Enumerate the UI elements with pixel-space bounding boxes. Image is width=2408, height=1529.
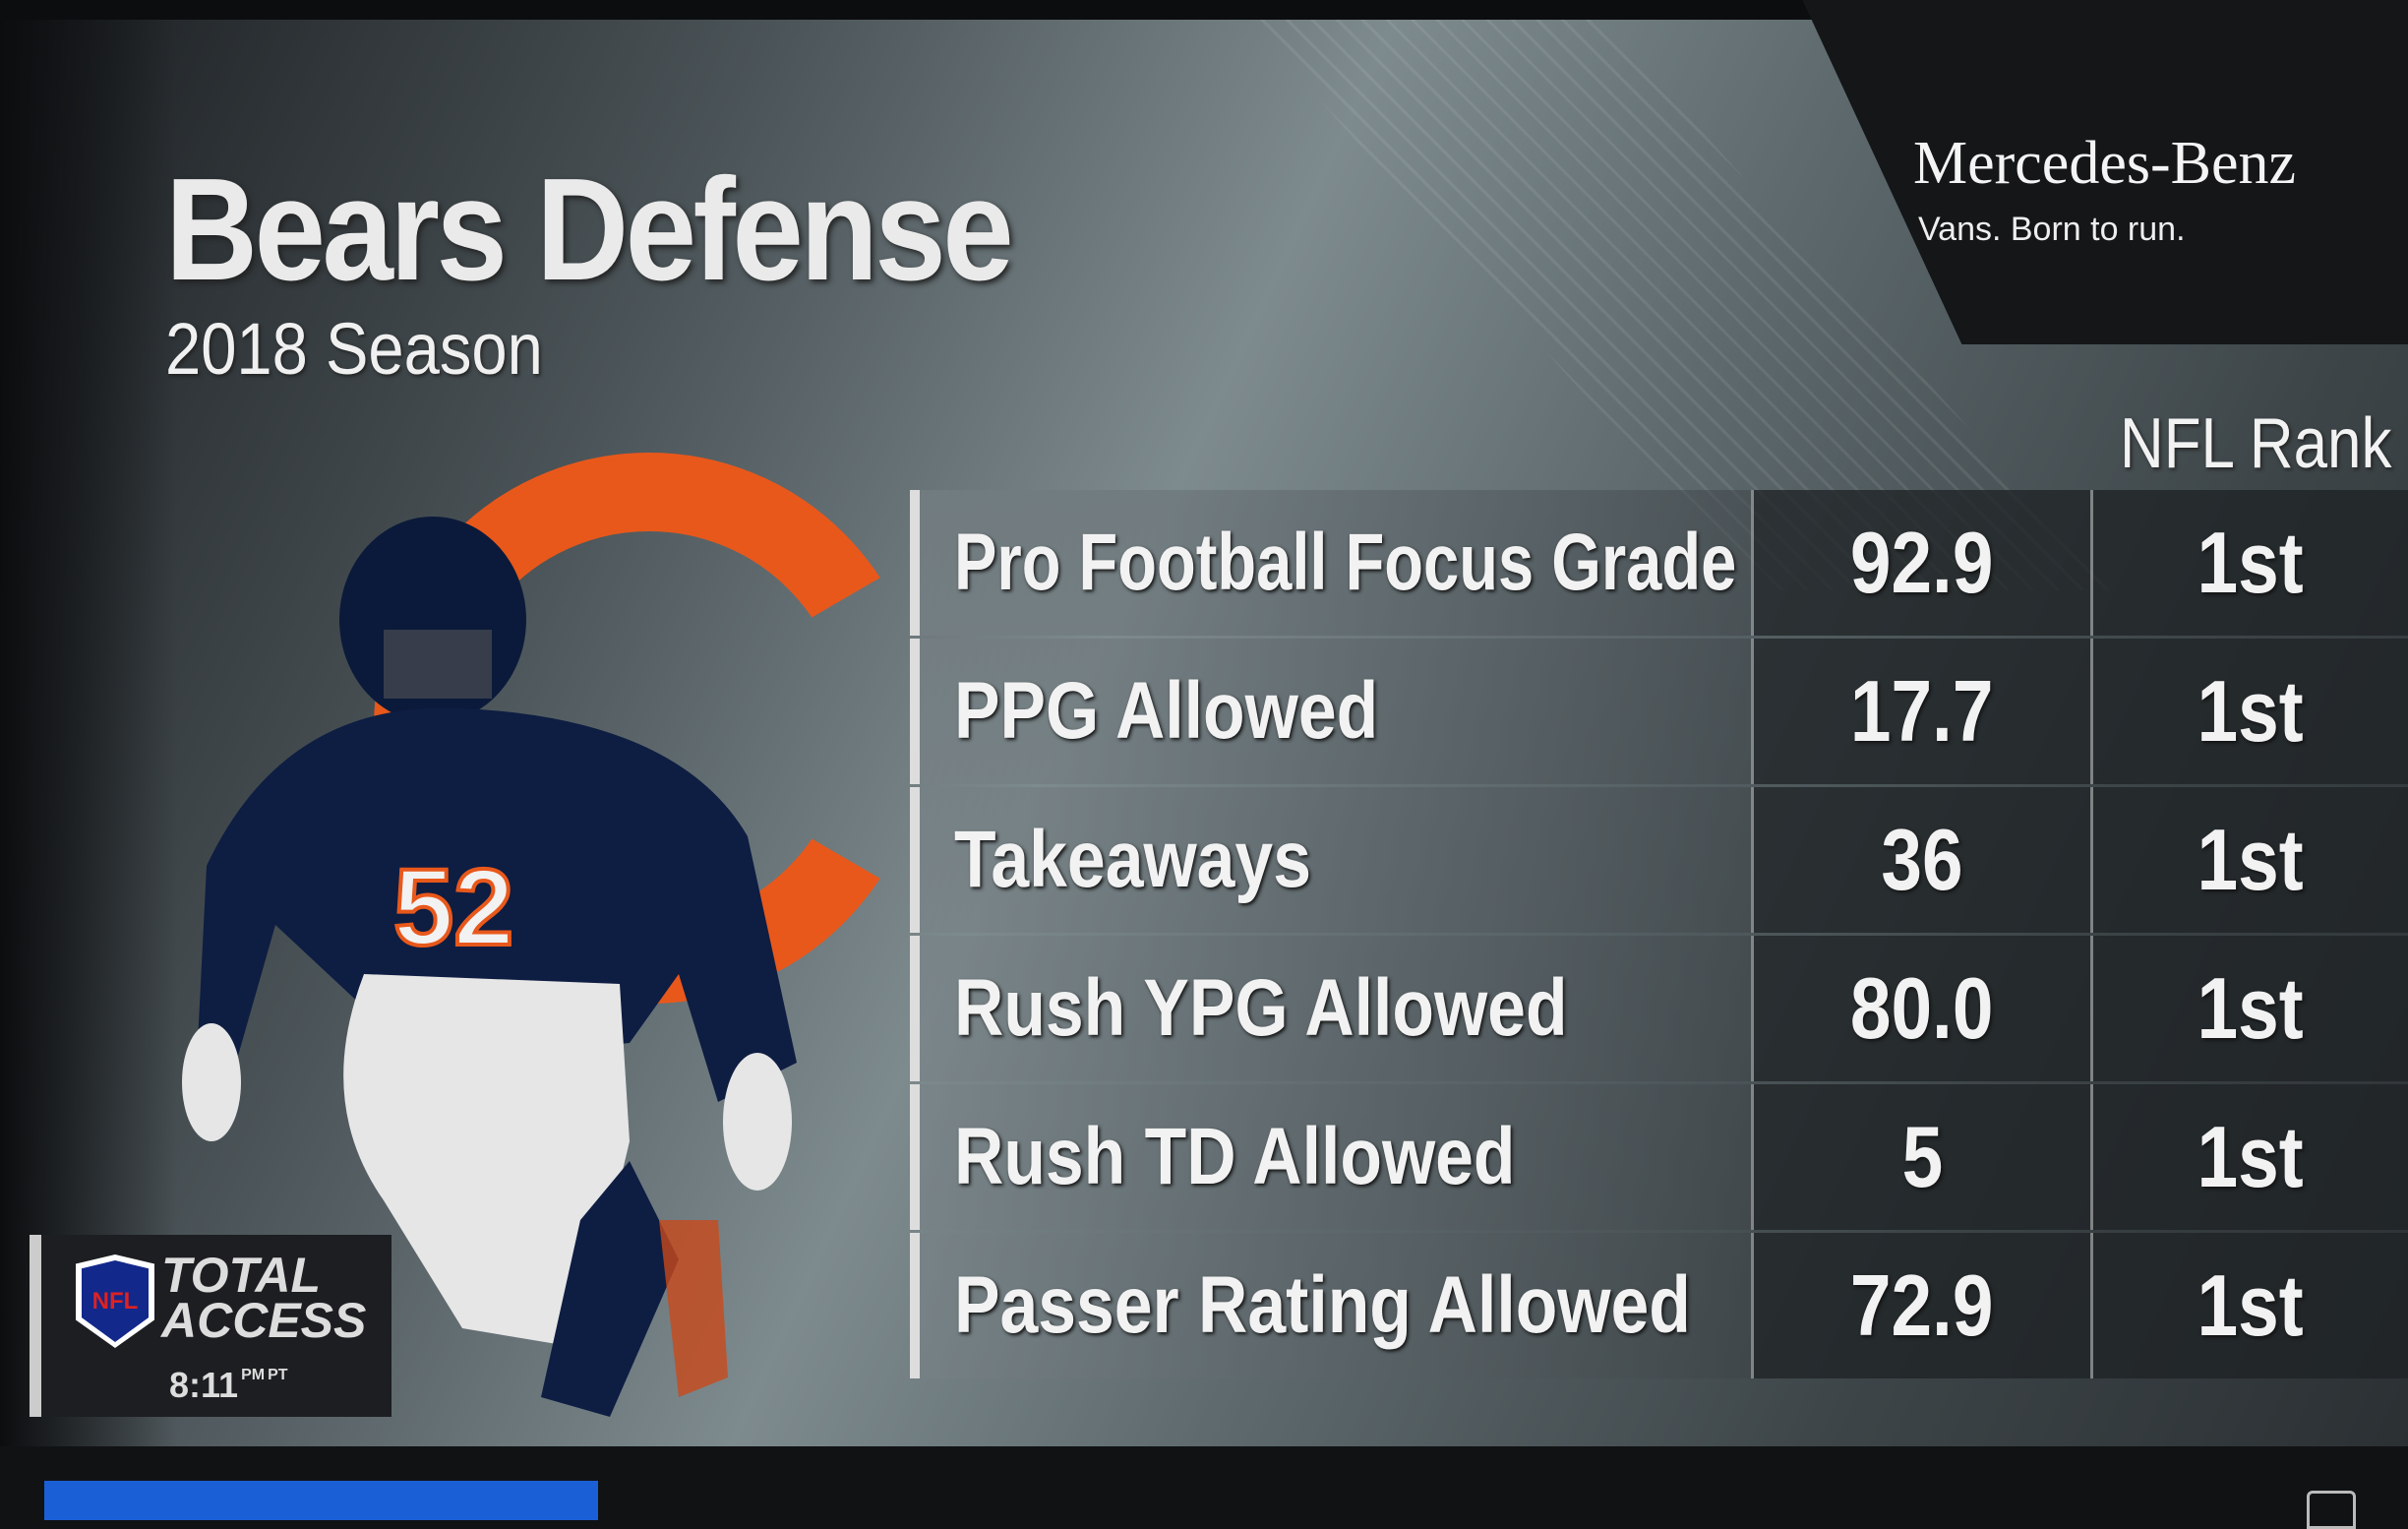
nfl-shield-icon: NFL	[76, 1254, 154, 1348]
progress-bar	[44, 1481, 599, 1520]
page-title: Bears Defense	[165, 149, 1014, 311]
show-bug: NFL TOTAL ACCESS 8:11 PM PT	[30, 1235, 391, 1417]
stat-rank: 1st	[2090, 936, 2408, 1081]
stat-value-text: 5	[1901, 1108, 1943, 1205]
stat-label: Passer Rating Allowed	[910, 1233, 1751, 1378]
clock-ampm: PM	[241, 1367, 266, 1383]
table-row: Rush TD Allowed 5 1st	[910, 1084, 2408, 1230]
stat-value-text: 80.0	[1850, 959, 1994, 1057]
clock: 8:11 PM PT	[169, 1368, 288, 1403]
table-row: Rush YPG Allowed 80.0 1st	[910, 936, 2408, 1081]
stat-label-text: Rush YPG Allowed	[954, 963, 1568, 1053]
stat-rank-text: 1st	[2197, 1256, 2305, 1354]
nfl-mini-logo-icon	[2307, 1491, 2356, 1529]
stat-value: 80.0	[1751, 936, 2090, 1081]
nfl-rank-header: NFL Rank	[2120, 404, 2392, 483]
stat-label-text: PPG Allowed	[954, 666, 1379, 756]
table-row: Passer Rating Allowed 72.9 1st	[910, 1233, 2408, 1378]
stat-label: PPG Allowed	[910, 639, 1751, 784]
stat-value: 72.9	[1751, 1233, 2090, 1378]
stat-rank: 1st	[2090, 787, 2408, 933]
stat-value: 92.9	[1751, 490, 2090, 636]
stat-value: 5	[1751, 1084, 2090, 1230]
clock-time: 8:11	[169, 1365, 239, 1405]
stat-label-text: Takeaways	[954, 815, 1311, 904]
stat-rank-text: 1st	[2197, 959, 2305, 1057]
stat-label: Pro Football Focus Grade	[910, 490, 1751, 636]
stat-label: Rush YPG Allowed	[910, 936, 1751, 1081]
stat-value: 36	[1751, 787, 2090, 933]
stat-value-text: 36	[1881, 811, 1963, 908]
stat-rank: 1st	[2090, 490, 2408, 636]
clock-tz: PT	[268, 1367, 288, 1383]
show-logo: TOTAL ACCESS	[161, 1248, 367, 1348]
stat-rank: 1st	[2090, 1233, 2408, 1378]
stat-label-text: Rush TD Allowed	[954, 1112, 1516, 1201]
stat-label-text: Passer Rating Allowed	[954, 1260, 1691, 1350]
stat-rank-text: 1st	[2197, 662, 2305, 760]
jersey-number: 52	[393, 847, 513, 968]
stats-table: Pro Football Focus Grade 92.9 1st PPG Al…	[910, 490, 2408, 1381]
page-subtitle: 2018 Season	[165, 308, 543, 390]
stat-value: 17.7	[1751, 639, 2090, 784]
table-row: Pro Football Focus Grade 92.9 1st	[910, 490, 2408, 636]
stat-value-text: 92.9	[1850, 514, 1994, 611]
stat-label-text: Pro Football Focus Grade	[954, 518, 1737, 607]
stat-rank: 1st	[2090, 1084, 2408, 1230]
stat-rank-text: 1st	[2197, 811, 2305, 908]
stat-label: Rush TD Allowed	[910, 1084, 1751, 1230]
nfl-shield-text: NFL	[82, 1260, 149, 1342]
stat-label: Takeaways	[910, 787, 1751, 933]
player-image: 52	[182, 517, 797, 1417]
stat-value-text: 17.7	[1850, 662, 1994, 760]
stat-rank: 1st	[2090, 639, 2408, 784]
sponsor-tagline: Vans. Born to run.	[1918, 211, 2186, 248]
table-row: Takeaways 36 1st	[910, 787, 2408, 933]
table-row: PPG Allowed 17.7 1st	[910, 639, 2408, 784]
sponsor-brand: Mercedes-Benz	[1913, 130, 2297, 197]
stat-rank-text: 1st	[2197, 1108, 2305, 1205]
stat-value-text: 72.9	[1850, 1256, 1994, 1354]
stat-rank-text: 1st	[2197, 514, 2305, 611]
